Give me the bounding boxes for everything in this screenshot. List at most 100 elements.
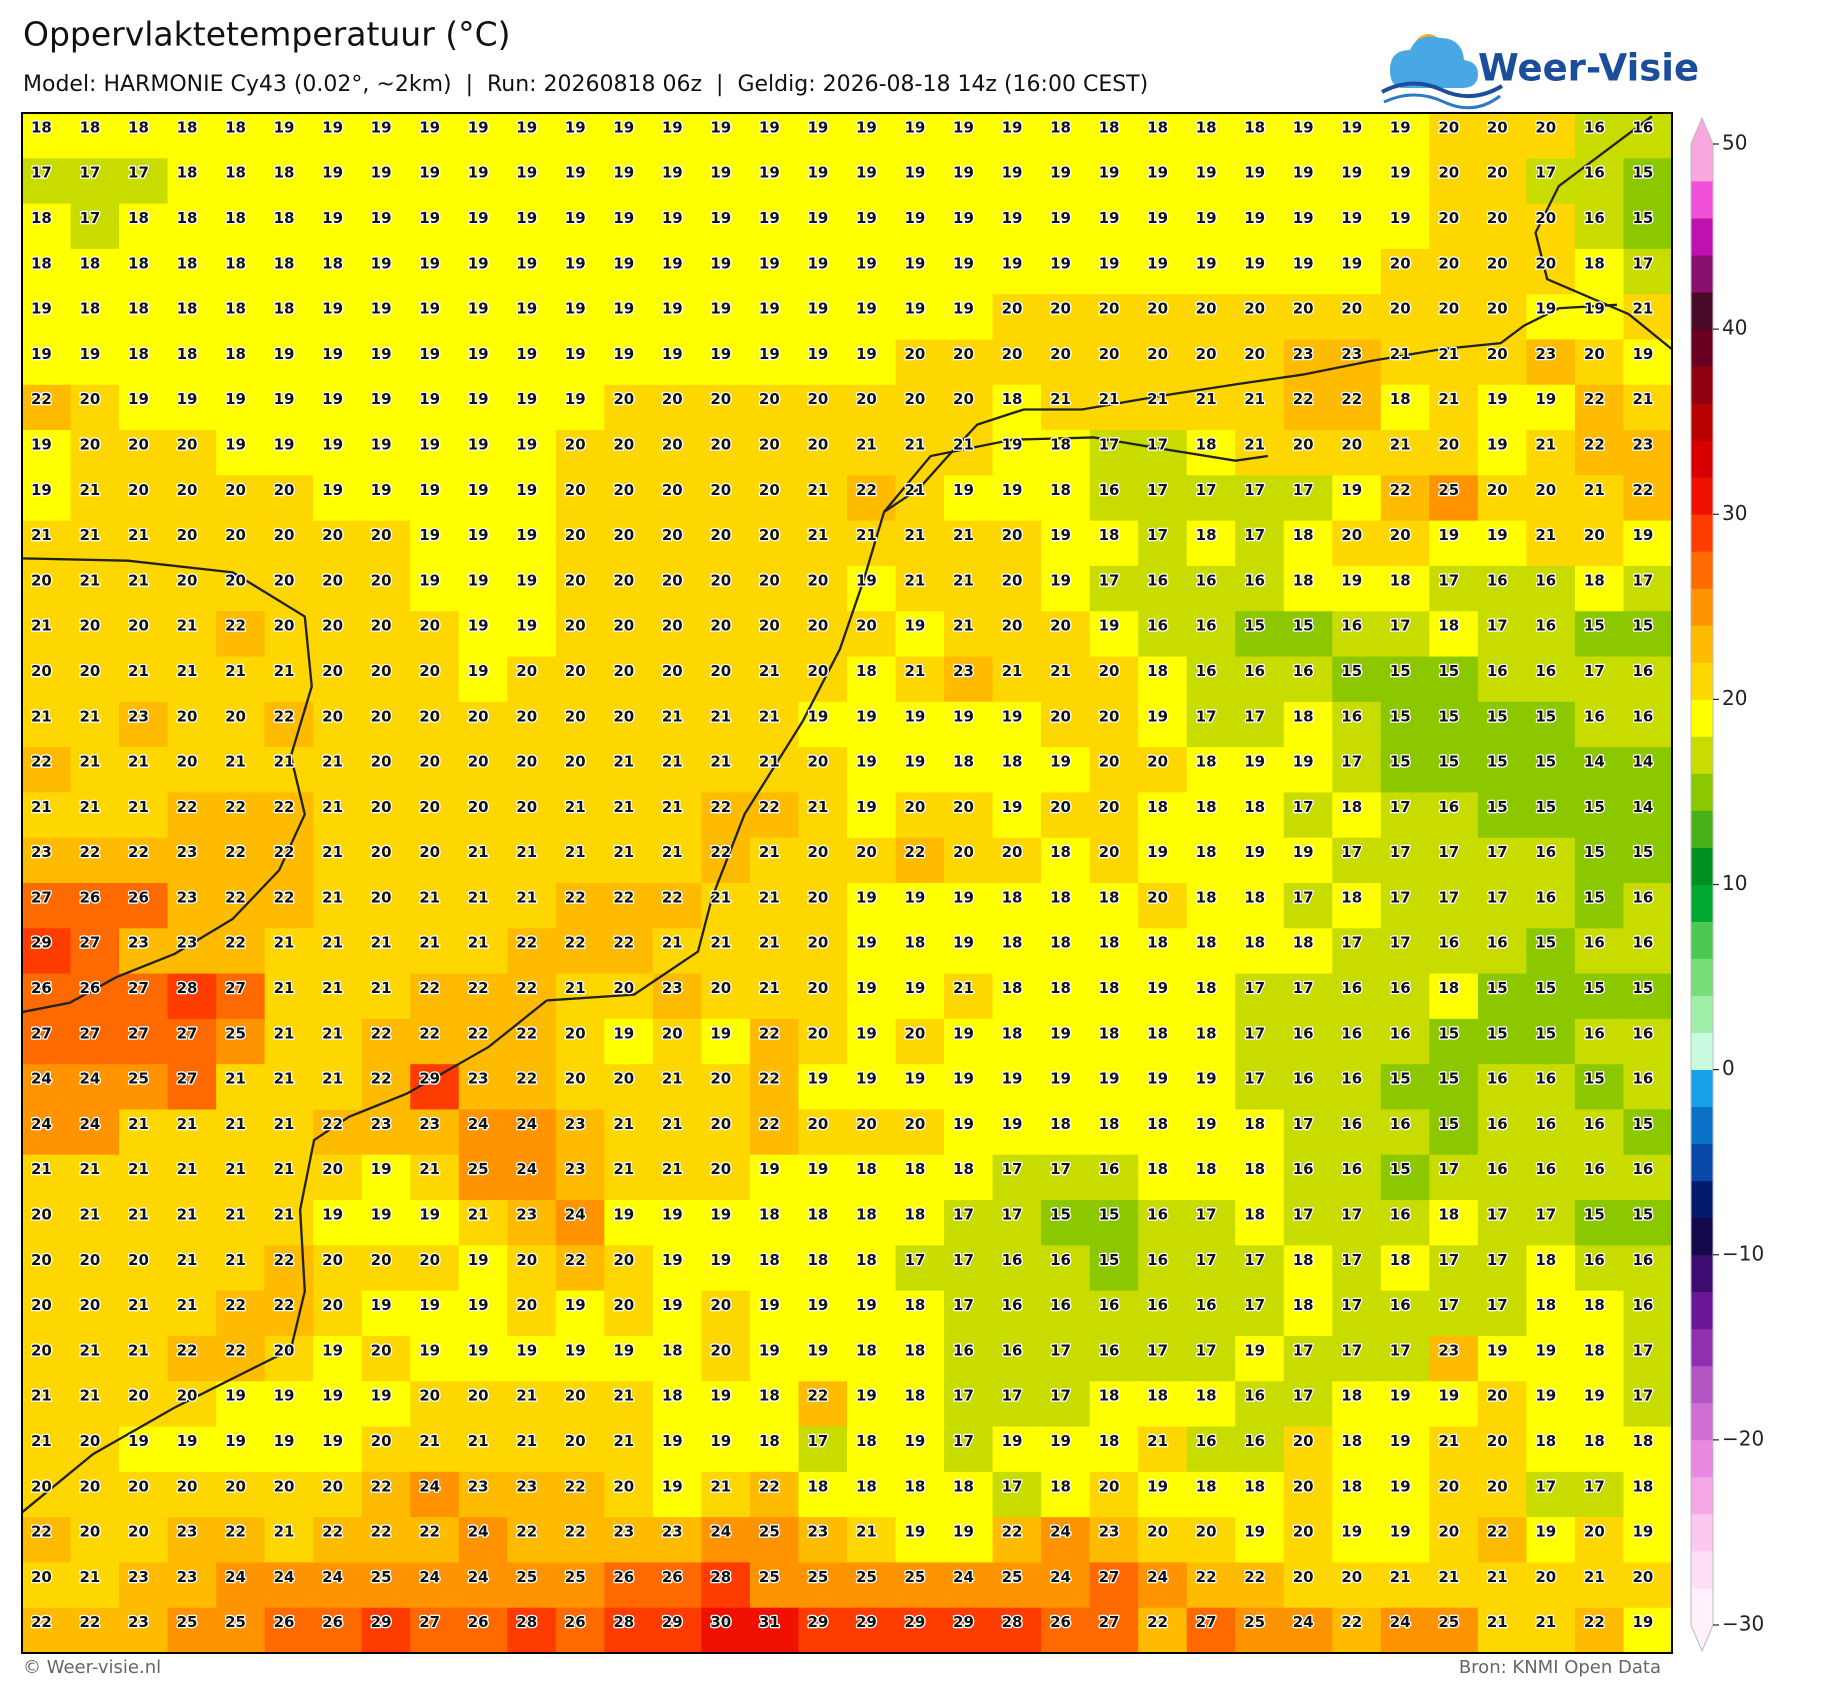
temperature-cell (507, 339, 557, 386)
temperature-cell (70, 1335, 120, 1382)
temperature-label: 22 (80, 1613, 101, 1631)
temperature-label: 21 (274, 1206, 295, 1224)
temperature-label: 16 (1002, 1296, 1023, 1314)
temperature-label: 19 (905, 254, 926, 272)
temperature-label: 20 (31, 662, 52, 680)
temperature-label: 15 (1632, 1206, 1653, 1224)
temperature-label: 16 (1050, 1251, 1071, 1269)
temperature-cell (1283, 1426, 1333, 1473)
temperature-label: 18 (1244, 1115, 1265, 1133)
temperature-label: 22 (80, 843, 101, 861)
temperature-cell (70, 113, 120, 159)
temperature-cell (798, 1426, 848, 1473)
temperature-cell (507, 656, 557, 703)
temperature-cell (1429, 792, 1479, 839)
temperature-label: 20 (1002, 526, 1023, 544)
temperature-cell (1526, 430, 1576, 476)
temperature-label: 17 (1099, 571, 1120, 589)
temperature-cell (1429, 113, 1479, 159)
temperature-label: 20 (1632, 1568, 1653, 1586)
temperature-label: 19 (31, 300, 52, 318)
temperature-label: 20 (1535, 118, 1556, 136)
temperature-cell (1477, 611, 1527, 658)
temperature-label: 20 (31, 1341, 52, 1359)
temperature-label: 18 (905, 1206, 926, 1224)
temperature-label: 20 (613, 1296, 634, 1314)
temperature-label: 20 (371, 662, 392, 680)
temperature-label: 18 (1196, 526, 1217, 544)
temperature-cell (70, 1154, 120, 1201)
temperature-cell (1332, 1381, 1382, 1428)
temperature-cell (119, 384, 169, 431)
temperature-cell (216, 1109, 266, 1156)
temperature-cell (1235, 1471, 1285, 1518)
temperature-cell (167, 1245, 217, 1292)
temperature-cell (847, 928, 897, 975)
temperature-label: 21 (80, 526, 101, 544)
colorbar-bin (1691, 921, 1713, 959)
temperature-label: 19 (662, 1477, 683, 1495)
temperature-label: 21 (1390, 1568, 1411, 1586)
temperature-cell (604, 1290, 654, 1337)
temperature-label: 22 (1584, 390, 1605, 408)
temperature-cell (1380, 1426, 1430, 1473)
temperature-cell (1186, 1154, 1236, 1201)
temperature-cell (1623, 1562, 1673, 1609)
temperature-cell (458, 611, 508, 658)
temperature-cell (70, 701, 120, 748)
temperature-cell (1380, 158, 1430, 205)
temperature-label: 19 (565, 1341, 586, 1359)
temperature-cell (458, 747, 508, 793)
temperature-label: 24 (31, 1115, 52, 1133)
temperature-cell (119, 430, 169, 476)
temperature-cell (1041, 294, 1091, 340)
temperature-label: 19 (759, 1341, 780, 1359)
temperature-cell (1332, 1607, 1382, 1654)
temperature-cell (1138, 611, 1188, 658)
temperature-cell (507, 837, 557, 884)
temperature-cell (555, 1290, 605, 1337)
temperature-cell (216, 792, 266, 839)
temperature-cell (410, 113, 460, 159)
temperature-cell (313, 203, 363, 250)
temperature-cell (895, 837, 945, 884)
temperature-cell (264, 1471, 314, 1518)
temperature-cell (167, 611, 217, 658)
temperature-cell (1138, 1381, 1188, 1428)
temperature-cell (1380, 973, 1430, 1020)
temperature-cell (1138, 158, 1188, 205)
temperature-label: 24 (419, 1477, 440, 1495)
temperature-label: 21 (710, 888, 731, 906)
temperature-label: 16 (1487, 934, 1508, 952)
temperature-cell (167, 1154, 217, 1201)
temperature-cell (410, 1109, 460, 1156)
temperature-cell (1574, 1109, 1624, 1156)
temperature-cell (992, 384, 1042, 431)
temperature-cell (1186, 158, 1236, 205)
temperature-cell (1283, 1471, 1333, 1518)
temperature-label: 22 (274, 1296, 295, 1314)
temperature-cell (361, 1018, 411, 1065)
temperature-cell (216, 1018, 266, 1065)
temperature-label: 21 (759, 934, 780, 952)
temperature-label: 21 (128, 1341, 149, 1359)
temperature-cell (70, 1064, 120, 1110)
temperature-label: 17 (1390, 888, 1411, 906)
temperature-cell (1186, 837, 1236, 884)
temperature-cell (1429, 656, 1479, 703)
temperature-label: 19 (1390, 118, 1411, 136)
temperature-cell (555, 792, 605, 839)
temperature-cell (1477, 158, 1527, 205)
temperature-label: 19 (1050, 1024, 1071, 1042)
temperature-cell (1332, 973, 1382, 1020)
temperature-cell (1429, 1517, 1479, 1563)
temperature-cell (604, 747, 654, 793)
temperature-cell (119, 837, 169, 884)
temperature-cell (1380, 1517, 1430, 1563)
temperature-label: 20 (1147, 888, 1168, 906)
temperature-label: 17 (1438, 571, 1459, 589)
temperature-label: 23 (468, 1477, 489, 1495)
temperature-cell (119, 1335, 169, 1382)
temperature-cell (167, 1200, 217, 1246)
temperature-cell (652, 1154, 702, 1201)
